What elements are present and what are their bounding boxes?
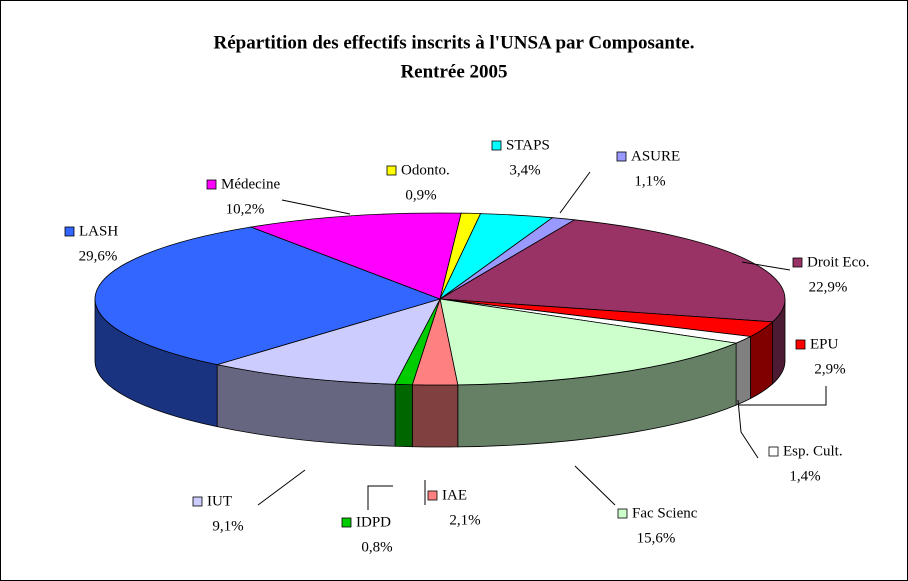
category-label: ASURE bbox=[631, 148, 680, 164]
category-label: IUT bbox=[207, 493, 232, 509]
legend-key bbox=[192, 496, 203, 507]
slice bbox=[438, 219, 786, 323]
slice bbox=[439, 213, 554, 300]
leader-line bbox=[367, 485, 393, 510]
value-label: 0,9% bbox=[405, 187, 436, 203]
slice bbox=[217, 298, 441, 385]
category-label: Esp. Cult. bbox=[783, 443, 843, 459]
leader-line bbox=[559, 171, 591, 214]
legend-key bbox=[491, 140, 502, 151]
legend-key bbox=[64, 226, 75, 237]
category-label: Odonto. bbox=[401, 162, 450, 178]
value-label: 3,4% bbox=[509, 162, 540, 178]
value-label: 1,4% bbox=[789, 468, 820, 484]
legend-key bbox=[386, 165, 397, 176]
slice-side bbox=[411, 384, 459, 448]
legend-key bbox=[427, 490, 438, 501]
slice-side bbox=[735, 335, 751, 406]
leader-line bbox=[738, 386, 827, 406]
value-label: 22,9% bbox=[809, 279, 848, 295]
value-label: 15,6% bbox=[637, 530, 676, 546]
legend-key bbox=[795, 339, 806, 350]
category-label: LASH bbox=[79, 223, 118, 239]
value-label: 2,9% bbox=[814, 361, 845, 377]
category-label: Fac Scienc bbox=[632, 505, 698, 521]
chart-title: Répartition des effectifs inscrits à l'U… bbox=[214, 32, 695, 53]
pie-sides bbox=[94, 298, 786, 448]
leader-line bbox=[574, 465, 616, 506]
chart-subtitle: Rentrée 2005 bbox=[400, 61, 507, 82]
value-label: 1,1% bbox=[634, 173, 665, 189]
leader-line bbox=[257, 469, 306, 506]
value-label: 29,6% bbox=[79, 248, 118, 264]
category-label: IAE bbox=[442, 487, 467, 503]
legend-key bbox=[341, 517, 352, 528]
legend-key bbox=[616, 151, 627, 162]
category-label: Droit Eco. bbox=[807, 254, 869, 270]
value-label: 0,8% bbox=[361, 539, 392, 555]
leader-line bbox=[741, 261, 791, 271]
slice bbox=[249, 212, 462, 300]
category-label: Médecine bbox=[221, 176, 280, 192]
legend-key bbox=[206, 179, 217, 190]
value-label: 2,1% bbox=[449, 512, 480, 528]
category-label: IDPD bbox=[356, 514, 391, 530]
legend-key bbox=[617, 508, 628, 519]
leader-line bbox=[737, 399, 759, 459]
category-label: EPU bbox=[810, 336, 839, 352]
category-label: STAPS bbox=[506, 137, 550, 153]
legend-key bbox=[792, 257, 803, 268]
value-label: 9,1% bbox=[212, 518, 243, 534]
slice-side bbox=[394, 383, 413, 448]
slice bbox=[439, 298, 738, 386]
value-label: 10,2% bbox=[226, 201, 265, 217]
slice bbox=[94, 226, 442, 366]
leader-line bbox=[281, 199, 351, 215]
legend-key bbox=[768, 446, 779, 457]
pie-tops bbox=[94, 212, 786, 386]
